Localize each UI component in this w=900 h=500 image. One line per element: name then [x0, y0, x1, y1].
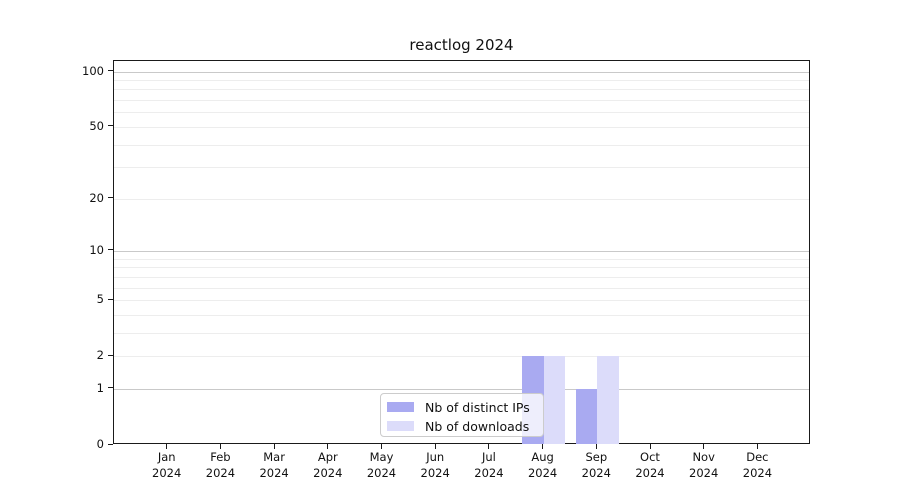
legend-item-downloads: Nb of downloads	[387, 417, 543, 435]
legend: Nb of distinct IPs Nb of downloads	[380, 393, 544, 437]
y-tick-mark	[108, 125, 113, 127]
x-tick-mark	[327, 444, 329, 449]
y-tick-label-5: 5	[96, 292, 104, 306]
y-tick-label-1: 1	[96, 380, 104, 395]
y-tick-mark	[108, 443, 113, 445]
x-tick-mark	[166, 444, 168, 449]
gridline-y-90	[114, 79, 809, 81]
y-tick-mark	[108, 298, 113, 300]
y-tick-label-20: 20	[89, 190, 104, 205]
gridline-y-50	[114, 126, 809, 128]
legend-swatch-distinct-ips-icon	[387, 401, 414, 413]
x-tick-mark	[595, 444, 597, 449]
x-tick-label-may: May 2024	[366, 450, 397, 480]
legend-swatch-downloads-icon	[387, 420, 414, 432]
x-tick-mark	[381, 444, 382, 449]
x-tick-mark	[649, 444, 651, 449]
x-tick-mark	[756, 444, 758, 449]
x-tick-label-aug: Aug 2024	[527, 450, 558, 480]
gridline-y-3	[114, 332, 809, 334]
x-tick-label-jan: Jan 2024	[152, 450, 182, 480]
x-tick-label-jul: Jul 2024	[474, 450, 504, 480]
chart-title: reactlog 2024	[409, 36, 514, 54]
gridline-y-60	[114, 112, 809, 114]
gridline-y-9	[114, 258, 809, 260]
x-tick-label-oct: Oct 2024	[635, 450, 665, 480]
gridline-y-30	[114, 167, 809, 169]
y-tick-label-0: 0	[96, 437, 104, 451]
legend-label-downloads: Nb of downloads	[425, 418, 530, 434]
x-tick-label-sep: Sep 2024	[581, 450, 611, 480]
y-tick-label-50: 50	[89, 118, 104, 133]
x-tick-mark	[219, 444, 221, 449]
y-tick-mark	[108, 249, 113, 251]
y-tick-label-100: 100	[82, 63, 104, 78]
gridline-y-6	[114, 287, 809, 289]
gridline-y-1	[114, 388, 809, 390]
x-tick-label-nov: Nov 2024	[689, 450, 719, 480]
y-tick-mark	[108, 70, 113, 71]
x-tick-label-jun: Jun 2024	[420, 450, 450, 480]
x-tick-label-dec: Dec 2024	[742, 450, 773, 480]
gridline-y-4	[114, 314, 809, 316]
y-tick-mark	[108, 354, 113, 356]
gridline-y-70	[114, 100, 809, 101]
x-tick-mark	[488, 444, 490, 449]
gridline-y-20	[114, 198, 809, 200]
plot-area: Nb of distinct IPs Nb of downloads	[113, 60, 810, 444]
legend-item-distinct-ips: Nb of distinct IPs	[387, 398, 543, 416]
legend-label-distinct-ips: Nb of distinct IPs	[425, 399, 530, 415]
x-tick-label-mar: Mar 2024	[259, 450, 289, 480]
gridline-y-5	[114, 300, 809, 301]
x-tick-mark	[434, 444, 436, 449]
gridline-y-40	[114, 144, 809, 146]
x-tick-label-apr: Apr 2024	[313, 450, 343, 480]
gridline-y-10	[114, 250, 809, 252]
y-tick-label-10: 10	[89, 242, 104, 257]
x-tick-mark	[542, 444, 544, 449]
y-tick-label-2: 2	[96, 348, 104, 363]
gridline-y-100	[114, 71, 809, 73]
bar-aug-downloads	[543, 356, 566, 444]
gridline-y-2	[114, 356, 809, 358]
bar-sep-downloads	[597, 356, 619, 444]
y-tick-mark	[108, 387, 113, 389]
x-tick-mark	[273, 444, 275, 449]
x-tick-label-feb: Feb 2024	[205, 450, 236, 480]
x-tick-mark	[703, 444, 705, 449]
bar-sep-distinct-ips	[575, 388, 598, 444]
gridline-y-80	[114, 89, 809, 91]
gridline-y-8	[114, 267, 809, 269]
gridline-y-7	[114, 276, 809, 278]
y-tick-mark	[108, 197, 113, 199]
